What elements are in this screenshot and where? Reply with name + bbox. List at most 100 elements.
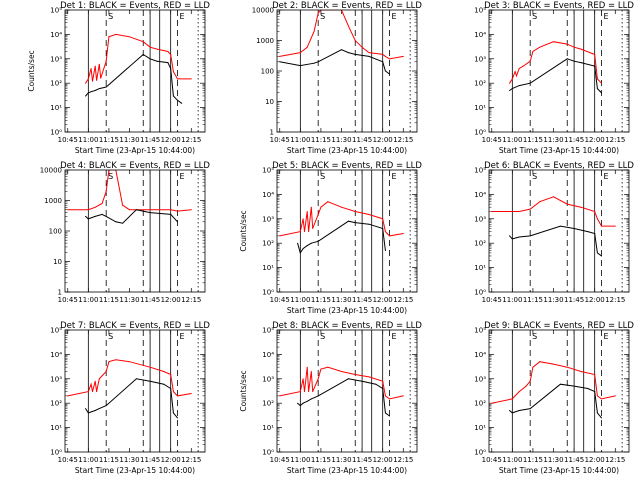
x-tick-label: 10:45 bbox=[58, 296, 78, 304]
lld-point bbox=[389, 58, 390, 60]
lld-point bbox=[402, 395, 404, 397]
marker-label: E bbox=[180, 172, 185, 181]
lld-point bbox=[156, 48, 158, 50]
events-point bbox=[596, 252, 598, 254]
lld-point bbox=[92, 391, 93, 393]
events-point bbox=[559, 383, 561, 385]
y-tick-label: 10⁵ bbox=[474, 167, 486, 175]
lld-point bbox=[170, 374, 172, 375]
lld-point bbox=[402, 233, 404, 234]
lld-point bbox=[539, 361, 541, 363]
events-point bbox=[382, 228, 384, 229]
marker-label: S bbox=[532, 12, 537, 21]
events-point bbox=[601, 255, 602, 257]
lld-point bbox=[177, 395, 178, 397]
lld-point bbox=[539, 46, 541, 48]
series-lld-line bbox=[279, 366, 404, 400]
events-point bbox=[368, 223, 370, 225]
lld-point bbox=[491, 402, 493, 404]
lld-point bbox=[382, 380, 384, 382]
lld-point bbox=[580, 371, 582, 372]
series-group bbox=[279, 366, 404, 417]
series-lld-line bbox=[491, 196, 616, 227]
y-tick-label: 10⁵ bbox=[50, 7, 62, 15]
panel-title: Det 8: BLACK = Events, RED = LLD bbox=[272, 321, 422, 331]
series-lld-line bbox=[491, 361, 616, 404]
events-point bbox=[389, 73, 390, 75]
lld-point bbox=[539, 201, 541, 203]
y-tick-label: 10¹ bbox=[474, 424, 486, 432]
events-point bbox=[105, 215, 107, 217]
events-point bbox=[90, 91, 92, 93]
events-point bbox=[177, 221, 178, 223]
y-tick-label: 10³ bbox=[262, 375, 274, 383]
lld-point bbox=[354, 211, 356, 212]
x-tick-label: 11:45 bbox=[564, 136, 584, 144]
lld-point bbox=[347, 25, 349, 27]
x-tick-label: 10:45 bbox=[270, 296, 290, 304]
y-tick-label: 10¹ bbox=[474, 264, 486, 272]
time-markers bbox=[299, 170, 411, 292]
lld-point bbox=[313, 30, 315, 32]
lld-point bbox=[320, 206, 322, 208]
lld-point bbox=[384, 55, 386, 57]
lld-point bbox=[170, 54, 172, 55]
series-group bbox=[509, 41, 602, 94]
lld-point bbox=[308, 231, 310, 233]
lld-point bbox=[129, 36, 130, 38]
events-point bbox=[384, 412, 386, 414]
lld-point bbox=[279, 395, 281, 397]
y-tick-label: 10³ bbox=[262, 215, 274, 223]
lld-point bbox=[594, 374, 596, 375]
lld-point bbox=[601, 225, 602, 227]
x-tick-label: 11:15 bbox=[523, 136, 543, 144]
lld-point bbox=[122, 204, 124, 206]
events-point bbox=[167, 62, 169, 64]
events-point bbox=[177, 99, 178, 101]
events-point bbox=[594, 65, 596, 67]
x-tick-label: 11:15 bbox=[523, 456, 543, 464]
lld-point bbox=[509, 82, 511, 84]
x-tick-label: 12:15 bbox=[605, 136, 625, 144]
events-point bbox=[142, 54, 144, 55]
plot-frame bbox=[64, 169, 206, 293]
y-tick-label: 100 bbox=[261, 68, 274, 76]
lld-point bbox=[601, 398, 602, 400]
lld-point bbox=[368, 52, 370, 54]
x-tick-label: 11:45 bbox=[564, 456, 584, 464]
x-tick-label: 12:00 bbox=[373, 296, 393, 304]
x-tick-label: 12:15 bbox=[181, 456, 201, 464]
y-tick-label: 10³ bbox=[50, 375, 62, 383]
events-point bbox=[587, 231, 589, 233]
lld-point bbox=[614, 225, 616, 227]
lld-point bbox=[67, 395, 69, 397]
y-tick-label: 10⁵ bbox=[262, 327, 274, 335]
x-tick-label: 12:00 bbox=[585, 296, 605, 304]
lld-point bbox=[87, 209, 89, 211]
y-tick-label: 1000 bbox=[44, 197, 62, 205]
lld-point bbox=[190, 209, 192, 211]
y-tick-label: 10⁵ bbox=[474, 327, 486, 335]
panel-det-1: Det 1: BLACK = Events, RED = LLD Counts/s… bbox=[27, 1, 210, 155]
y-tick-label: 10⁴ bbox=[474, 31, 486, 39]
lld-point bbox=[172, 71, 174, 73]
marker-label: E bbox=[392, 12, 397, 21]
lld-point bbox=[327, 366, 329, 368]
series-events-line bbox=[85, 209, 178, 224]
events-point bbox=[170, 68, 172, 69]
events-point bbox=[347, 220, 349, 222]
lld-point bbox=[92, 80, 93, 82]
lld-point bbox=[402, 55, 404, 57]
y-tick-label: 10² bbox=[262, 240, 274, 248]
events-point bbox=[347, 52, 349, 54]
events-point bbox=[149, 58, 151, 60]
time-markers bbox=[87, 10, 199, 132]
y-tick-label: 10³ bbox=[474, 215, 486, 223]
x-tick-label: 11:30 bbox=[543, 296, 563, 304]
lld-point bbox=[522, 65, 524, 67]
x-tick-label: 11:45 bbox=[352, 136, 372, 144]
lld-point bbox=[299, 52, 301, 54]
x-tick-label: 10:45 bbox=[482, 296, 502, 304]
y-tick-label: 10² bbox=[474, 400, 486, 408]
